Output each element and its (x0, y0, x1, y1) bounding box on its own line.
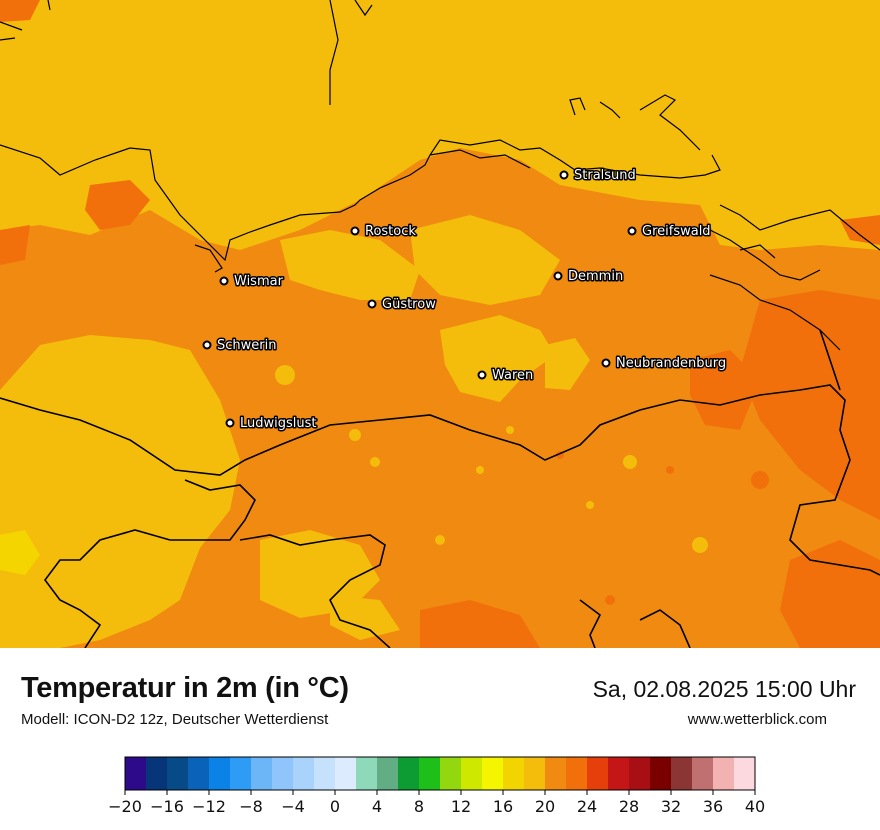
legend-swatch (671, 757, 693, 790)
legend-swatch (230, 757, 252, 790)
map-title: Temperatur in 2m (in °C) (21, 672, 349, 704)
legend-swatch (545, 757, 567, 790)
city-label: Ludwigslust (240, 416, 317, 431)
legend-swatch (461, 757, 483, 790)
city-neubrandenburg: Neubrandenburg (601, 355, 728, 373)
legend-swatch (251, 757, 273, 790)
legend-swatch (734, 757, 756, 790)
legend-swatch (146, 757, 168, 790)
legend-swatch (356, 757, 378, 790)
city-dot (477, 370, 487, 380)
legend-swatch (188, 757, 210, 790)
city-label: Wismar (234, 274, 284, 289)
legend-swatch (482, 757, 504, 790)
city-dot (559, 170, 569, 180)
legend-swatch (566, 757, 588, 790)
city-rostock: Rostock (350, 223, 418, 241)
legend-tick-label: 32 (661, 797, 681, 816)
legend-tick-label: 4 (372, 797, 382, 816)
legend-tick-label: −16 (150, 797, 184, 816)
city-label: Demmin (568, 269, 623, 284)
legend-tick-label: 16 (493, 797, 513, 816)
legend-tick-label: 24 (577, 797, 597, 816)
state-borders (0, 329, 880, 648)
legend-tick-label: 0 (330, 797, 340, 816)
city-waren: Waren (477, 367, 535, 385)
bright-zones (0, 530, 40, 575)
legend-swatch (650, 757, 672, 790)
city-dot (601, 358, 611, 368)
legend-swatch (209, 757, 231, 790)
legend-tick-label: −20 (108, 797, 142, 816)
legend-tick-label: 20 (535, 797, 555, 816)
city-dot (202, 340, 212, 350)
legend-swatch (608, 757, 630, 790)
city-label: Neubrandenburg (616, 356, 726, 371)
legend-swatch (314, 757, 336, 790)
legend-swatch (293, 757, 315, 790)
city-label: Stralsund (574, 168, 636, 183)
city-dot (367, 299, 377, 309)
city-dot (350, 226, 360, 236)
legend-tick-label: 36 (703, 797, 723, 816)
city-güstrow: Güstrow (367, 296, 438, 314)
legend-swatch (524, 757, 546, 790)
city-ludwigslust: Ludwigslust (225, 415, 318, 433)
city-label: Greifswald (642, 224, 711, 239)
legend-swatch (713, 757, 735, 790)
coastline (0, 0, 880, 351)
legend-swatch (503, 757, 525, 790)
legend-swatch (335, 757, 357, 790)
legend-tick-label: −4 (281, 797, 305, 816)
color-legend: −20 −16 −12 −8 −4 0 4 8 12 16 20 24 28 32 36 40 (108, 756, 765, 816)
city-markers: Stralsund Rostock Greifswald Wismar Demmin Gü… (202, 167, 728, 433)
city-dot (553, 271, 563, 281)
footer: Temperatur in 2m (in °C) Modell: ICON-D2… (0, 648, 880, 830)
website-link[interactable]: www.wetterblick.com (687, 711, 827, 728)
legend-swatches (125, 757, 756, 790)
city-label: Schwerin (217, 338, 276, 353)
legend-tick-label: 28 (619, 797, 639, 816)
forecast-datetime: Sa, 02.08.2025 15:00 Uhr (592, 676, 856, 702)
legend-swatch (272, 757, 294, 790)
legend-tick-label: −8 (239, 797, 263, 816)
city-wismar: Wismar (219, 273, 285, 291)
city-demmin: Demmin (553, 268, 625, 286)
legend-swatch (587, 757, 609, 790)
legend-tick-label: 8 (414, 797, 424, 816)
model-source: Modell: ICON-D2 12z, Deutscher Wetterdie… (21, 711, 329, 728)
city-greifswald: Greifswald (627, 223, 712, 241)
legend-swatch (398, 757, 420, 790)
legend-swatch (167, 757, 189, 790)
city-schwerin: Schwerin (202, 337, 278, 355)
noise-spots-dark (489, 451, 769, 621)
city-label: Waren (492, 368, 533, 383)
city-dot (627, 226, 637, 236)
legend-swatch (419, 757, 441, 790)
legend-tick-label: 12 (451, 797, 471, 816)
legend-swatch (377, 757, 399, 790)
city-dot (219, 276, 229, 286)
legend-ticks: −20 −16 −12 −8 −4 0 4 8 12 16 20 24 28 32 36 40 (108, 790, 765, 816)
temperature-map: Stralsund Rostock Greifswald Wismar Demmin Gü… (0, 0, 880, 648)
city-label: Rostock (365, 224, 416, 239)
legend-swatch (629, 757, 651, 790)
noise-spots (275, 365, 708, 553)
warm-zones (0, 0, 880, 648)
city-stralsund: Stralsund (559, 167, 637, 185)
legend-tick-label: 40 (745, 797, 765, 816)
legend-swatch (125, 757, 147, 790)
legend-tick-label: −12 (192, 797, 226, 816)
city-dot (225, 418, 235, 428)
legend-swatch (440, 757, 462, 790)
legend-swatch (692, 757, 714, 790)
city-label: Güstrow (382, 297, 436, 312)
legend-frame (124, 756, 756, 791)
